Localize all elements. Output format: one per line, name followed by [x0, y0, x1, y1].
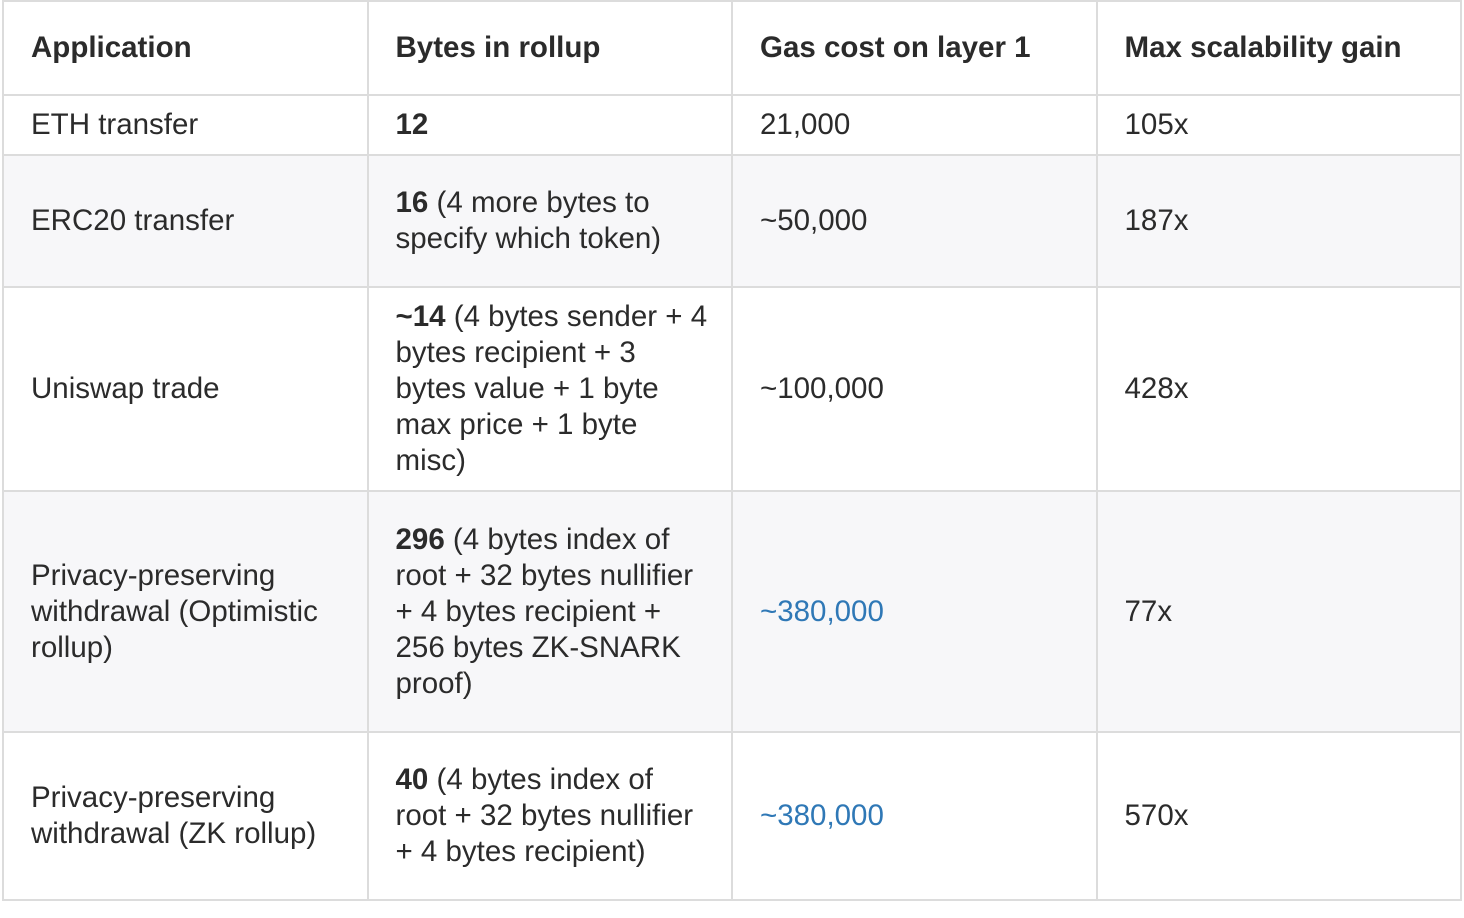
bytes-value: 16 — [395, 186, 429, 219]
header-gain: Max scalability gain — [1095, 0, 1462, 96]
cell-gas: ~100,000 — [731, 286, 1098, 492]
cell-gain: 570x — [1095, 731, 1462, 901]
cell-application: Uniswap trade — [2, 286, 369, 492]
gas-value: ~100,000 — [760, 372, 884, 405]
cell-bytes: 16 (4 more bytes to specify which token) — [366, 154, 733, 288]
bytes-value: 12 — [395, 108, 429, 141]
table-row: Privacy-preserving withdrawal (ZK rollup… — [2, 731, 1462, 901]
bytes-value: 40 — [395, 763, 429, 796]
cell-gain: 105x — [1095, 94, 1462, 156]
cell-bytes: 40 (4 bytes index of root + 32 bytes nul… — [366, 731, 733, 901]
cell-gain: 77x — [1095, 490, 1462, 733]
cell-gain: 428x — [1095, 286, 1462, 492]
cell-gas: ~380,000 — [731, 731, 1098, 901]
cell-application: ETH transfer — [2, 94, 369, 156]
cell-gas: 21,000 — [731, 94, 1098, 156]
bytes-value: 296 — [395, 522, 445, 556]
bytes-detail: (4 more bytes to specify which token) — [395, 186, 662, 255]
gas-value: 21,000 — [760, 108, 851, 141]
table-row: Uniswap trade ~14 (4 bytes sender + 4 byt… — [2, 286, 1462, 492]
scalability-table: Application Bytes in rollup Gas cost on … — [2, 0, 1462, 901]
cell-gain: 187x — [1095, 154, 1462, 288]
gas-value: ~50,000 — [760, 204, 868, 237]
cell-bytes: 296 (4 bytes index of root + 32 bytes nu… — [366, 490, 733, 733]
bytes-detail: (4 bytes sender + 4 bytes recipient + 3 … — [395, 300, 708, 477]
cell-application: Privacy-preserving withdrawal (ZK rollup… — [2, 731, 369, 901]
gas-link[interactable]: ~380,000 — [760, 799, 884, 832]
cell-bytes: ~14 (4 bytes sender + 4 bytes recipient … — [366, 286, 733, 492]
table-row: ERC20 transfer 16 (4 more bytes to specif… — [2, 154, 1462, 288]
table-row: Privacy-preserving withdrawal (Optimisti… — [2, 490, 1462, 733]
header-gas: Gas cost on layer 1 — [731, 0, 1098, 96]
bytes-value: ~14 — [395, 300, 446, 333]
header-application: Application — [2, 0, 369, 96]
cell-gas: ~50,000 — [731, 154, 1098, 288]
bytes-detail: (4 bytes index of root + 32 bytes nullif… — [395, 522, 694, 700]
cell-application: ERC20 transfer — [2, 154, 369, 288]
header-bytes: Bytes in rollup — [366, 0, 733, 96]
cell-application: Privacy-preserving withdrawal (Optimisti… — [2, 490, 369, 733]
gas-link[interactable]: ~380,000 — [760, 594, 884, 628]
bytes-detail: (4 bytes index of root + 32 bytes nullif… — [395, 763, 694, 868]
cell-bytes: 12 — [366, 94, 733, 156]
cell-gas: ~380,000 — [731, 490, 1098, 733]
header-row: Application Bytes in rollup Gas cost on … — [2, 0, 1462, 96]
table-row: ETH transfer 12 21,000 105x — [2, 94, 1462, 156]
